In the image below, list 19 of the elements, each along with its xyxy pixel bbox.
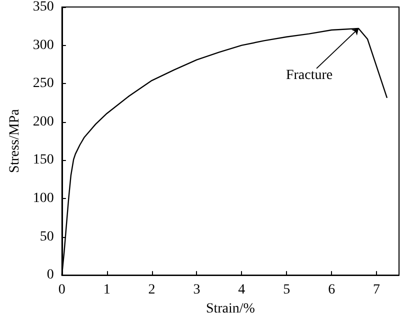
x-tick-label: 0 xyxy=(58,282,66,298)
y-tick-label: 300 xyxy=(32,38,54,53)
y-tick-label: 150 xyxy=(32,152,54,168)
y-tick-label: 200 xyxy=(32,114,54,130)
x-tick-label: 3 xyxy=(193,282,200,298)
y-tick-label: 50 xyxy=(40,229,54,244)
y-tick-label: 350 xyxy=(32,0,54,14)
x-tick-label: 2 xyxy=(148,282,156,298)
x-tick-label: 6 xyxy=(328,282,336,298)
x-tick-label: 4 xyxy=(238,282,246,298)
y-tick-label: 100 xyxy=(32,191,54,206)
annotation: Fracture xyxy=(286,68,333,83)
x-tick-label: 5 xyxy=(283,282,290,298)
x-tick-label: 1 xyxy=(103,282,110,298)
y-tick-label: 0 xyxy=(46,268,54,283)
y-axis-title: Stress/MPa xyxy=(8,108,22,173)
x-axis-title: Strain/% xyxy=(206,302,256,316)
x-tick-label: 7 xyxy=(373,282,380,298)
y-tick-label: 250 xyxy=(32,76,54,92)
